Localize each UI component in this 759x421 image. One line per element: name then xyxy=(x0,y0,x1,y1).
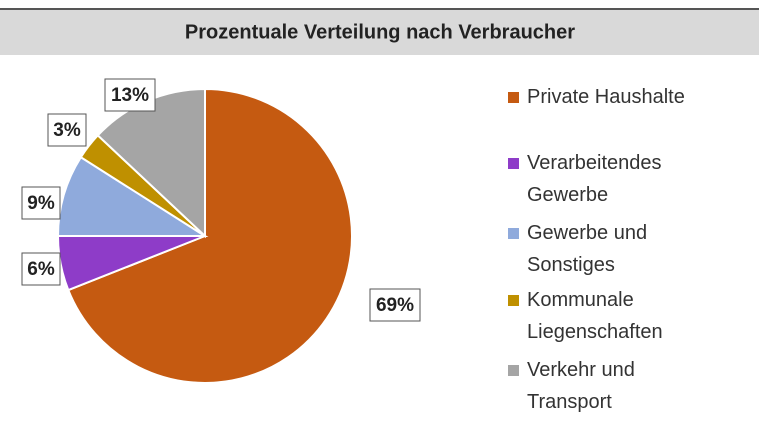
legend-item: Verarbeitendes Gewerbe xyxy=(508,147,693,211)
legend-label: Gewerbe und Sonstiges xyxy=(527,222,648,276)
data-label-box xyxy=(104,78,156,112)
legend-item: Gewerbe und Sonstiges xyxy=(508,217,693,281)
data-label-box xyxy=(21,252,61,286)
data-label: 9% xyxy=(27,193,55,214)
data-label: 6% xyxy=(27,259,55,280)
legend-label: Verkehr und Transport xyxy=(527,359,635,413)
legend-item: Kommunale Liegenschaften xyxy=(508,284,693,348)
legend-label: Kommunale Liegenschaften xyxy=(527,289,663,343)
legend-swatch xyxy=(508,365,519,376)
data-label-box xyxy=(47,113,87,147)
pie-slice xyxy=(67,87,353,384)
title-bar xyxy=(0,8,759,55)
chart-title: Prozentuale Verteilung nach Verbraucher xyxy=(185,21,575,43)
data-label-box xyxy=(21,186,61,220)
data-label-box xyxy=(369,288,421,322)
legend-swatch xyxy=(508,92,519,103)
pie-slice xyxy=(56,155,209,237)
data-label: 13% xyxy=(111,85,149,106)
data-label: 69% xyxy=(376,295,414,316)
data-label: 3% xyxy=(53,120,81,141)
legend-label: Verarbeitendes Gewerbe xyxy=(527,152,662,206)
legend-swatch xyxy=(508,158,519,169)
legend-item: Private Haushalte xyxy=(508,81,693,113)
legend-item: Verkehr und Transport xyxy=(508,354,693,418)
legend-label: Private Haushalte xyxy=(527,86,685,108)
legend-swatch xyxy=(508,295,519,306)
legend-swatch xyxy=(508,228,519,239)
